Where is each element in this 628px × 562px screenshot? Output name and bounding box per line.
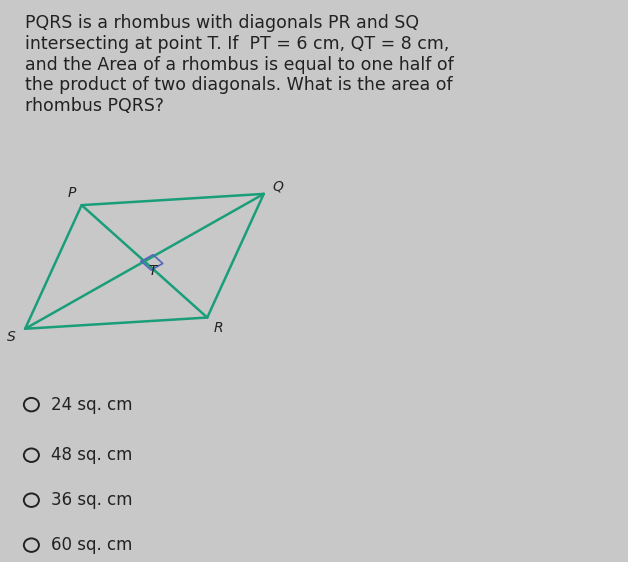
- Text: PQRS is a rhombus with diagonals PR and SQ
intersecting at point T. If  PT = 6 c: PQRS is a rhombus with diagonals PR and …: [25, 14, 454, 115]
- Text: P: P: [67, 186, 76, 200]
- Text: 48 sq. cm: 48 sq. cm: [51, 446, 133, 464]
- Text: T: T: [148, 265, 157, 278]
- Text: 36 sq. cm: 36 sq. cm: [51, 491, 133, 509]
- Text: S: S: [7, 330, 16, 343]
- Text: 60 sq. cm: 60 sq. cm: [51, 536, 133, 554]
- Text: R: R: [214, 321, 224, 334]
- Text: 24 sq. cm: 24 sq. cm: [51, 396, 133, 414]
- Text: Q: Q: [272, 179, 283, 193]
